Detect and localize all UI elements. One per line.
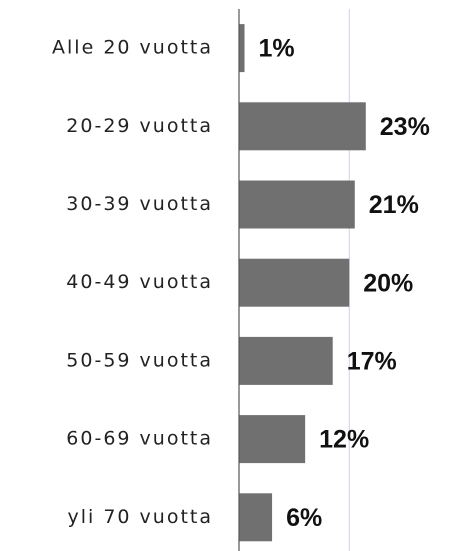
bar bbox=[239, 102, 366, 151]
y-tick-label: 30-39 vuotta bbox=[66, 193, 213, 215]
value-label: 20% bbox=[363, 269, 413, 297]
y-tick-label: yli 70 vuotta bbox=[67, 506, 213, 528]
bar bbox=[239, 24, 245, 73]
y-tick-label: 40-49 vuotta bbox=[66, 271, 213, 293]
value-label: 12% bbox=[319, 426, 369, 454]
bar bbox=[239, 493, 273, 542]
y-tick-label: 60-69 vuotta bbox=[66, 428, 213, 450]
bar bbox=[239, 336, 333, 385]
y-tick-label: 20-29 vuotta bbox=[66, 115, 213, 137]
value-label: 23% bbox=[380, 113, 430, 141]
bar bbox=[239, 258, 350, 307]
bar bbox=[239, 180, 355, 229]
value-label: 21% bbox=[369, 191, 419, 219]
y-tick-label: 50-59 vuotta bbox=[66, 349, 213, 371]
value-label: 17% bbox=[347, 348, 397, 376]
value-label: 1% bbox=[259, 35, 295, 63]
bar bbox=[239, 415, 306, 464]
y-tick-label: Alle 20 vuotta bbox=[52, 37, 213, 59]
value-label: 6% bbox=[286, 504, 322, 532]
